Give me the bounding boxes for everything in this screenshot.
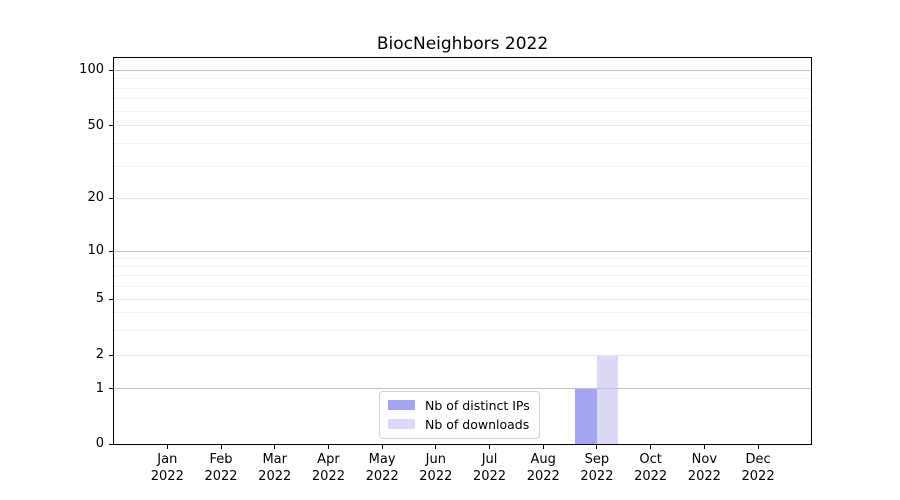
legend-item-downloads: Nb of downloads: [388, 416, 530, 432]
y-tick-label-10: 10: [87, 243, 104, 259]
bar-sep-2022-downloads: [596, 355, 619, 444]
y-tick-mark-50: [109, 125, 113, 127]
y-tick-mark-100: [109, 69, 113, 71]
x-tick-mark-11: [757, 445, 759, 449]
x-tick-label-line: Dec: [745, 452, 771, 467]
x-tick-label-line: Nov: [691, 452, 718, 467]
gridline-minor-y-8: [114, 266, 811, 268]
x-tick-mark-6: [489, 445, 491, 449]
grid-layer: [114, 58, 811, 444]
gridline-minor-y-40: [114, 142, 811, 144]
x-tick-mark-8: [596, 445, 598, 449]
plot-area: Nb of distinct IPs Nb of downloads: [113, 57, 812, 445]
x-tick-label-line: Jul: [481, 452, 498, 467]
gridline-y-2: [114, 354, 811, 356]
x-tick-label-4: May 2022: [350, 451, 414, 485]
x-tick-label-10: Nov 2022: [672, 451, 736, 485]
gridline-minor-y-70: [114, 98, 811, 100]
x-tick-mark-9: [650, 445, 652, 449]
x-tick-label-5: Jun 2022: [404, 451, 468, 485]
x-tick-label-line: May: [368, 452, 396, 467]
x-tick-label-line: Oct: [639, 452, 662, 467]
y-tick-mark-2: [109, 354, 113, 356]
x-tick-label-1: Feb 2022: [189, 451, 253, 485]
y-tick-mark-10: [109, 250, 113, 252]
x-tick-label-11: Dec 2022: [726, 451, 790, 485]
gridline-y-5: [114, 298, 811, 300]
x-tick-label-line: Aug: [530, 452, 556, 467]
x-tick-mark-5: [435, 445, 437, 449]
legend: Nb of distinct IPs Nb of downloads: [379, 391, 540, 439]
gridline-y-50: [114, 125, 811, 127]
x-tick-label-line: 2022: [419, 469, 453, 484]
y-tick-label-2: 2: [95, 347, 104, 363]
gridline-minor-y-30: [114, 165, 811, 167]
x-tick-label-line: Feb: [209, 452, 233, 467]
x-tick-label-line: 2022: [687, 469, 721, 484]
gridline-y-100: [114, 69, 811, 71]
x-tick-label-6: Jul 2022: [458, 451, 522, 485]
x-tick-label-7: Aug 2022: [511, 451, 575, 485]
gridline-y-1: [114, 388, 811, 390]
chart-title: BiocNeighbors 2022: [376, 34, 549, 54]
x-tick-label-line: 2022: [204, 469, 238, 484]
y-tick-label-100: 100: [79, 62, 104, 78]
x-tick-label-line: Apr: [317, 452, 340, 467]
legend-swatch-downloads-icon: [388, 419, 415, 429]
y-tick-label-5: 5: [95, 291, 104, 307]
x-tick-label-line: 2022: [741, 469, 775, 484]
x-tick-label-line: Jan: [157, 452, 178, 467]
gridline-minor-y-9: [114, 258, 811, 260]
bars-layer: [114, 58, 811, 444]
x-tick-label-line: 2022: [258, 469, 292, 484]
legend-label-downloads: Nb of downloads: [425, 416, 530, 432]
x-tick-label-line: Mar: [262, 452, 287, 467]
y-tick-label-50: 50: [87, 117, 104, 133]
gridline-minor-y-4: [114, 312, 811, 314]
gridline-y-10: [114, 250, 811, 252]
x-tick-label-8: Sep 2022: [565, 451, 629, 485]
y-tick-label-20: 20: [87, 190, 104, 205]
x-tick-label-2: Mar 2022: [243, 451, 307, 485]
x-tick-mark-7: [542, 445, 544, 449]
gridline-y-20: [114, 197, 811, 199]
y-tick-label-0: 0: [95, 436, 104, 451]
x-tick-label-line: 2022: [580, 469, 614, 484]
gridline-minor-y-7: [114, 275, 811, 277]
x-tick-label-line: 2022: [365, 469, 399, 484]
bar-sep-2022-distinct-ips: [575, 389, 597, 444]
x-tick-mark-0: [166, 445, 168, 449]
x-tick-label-9: Oct 2022: [619, 451, 683, 485]
legend-item-distinct-ips: Nb of distinct IPs: [388, 397, 530, 413]
x-tick-label-0: Jan 2022: [135, 451, 199, 485]
x-tick-label-line: 2022: [526, 469, 560, 484]
x-tick-label-line: 2022: [311, 469, 345, 484]
y-tick-mark-5: [109, 298, 113, 300]
gridline-minor-y-80: [114, 87, 811, 89]
x-tick-mark-4: [381, 445, 383, 449]
gridline-minor-y-3: [114, 329, 811, 331]
y-tick-label-1: 1: [95, 380, 104, 396]
legend-label-distinct-ips: Nb of distinct IPs: [425, 397, 530, 413]
x-tick-label-line: 2022: [634, 469, 668, 484]
y-tick-mark-0: [109, 443, 113, 445]
x-tick-label-line: 2022: [472, 469, 507, 484]
gridline-minor-y-90: [114, 78, 811, 80]
x-tick-mark-2: [274, 445, 276, 449]
gridline-minor-y-60: [114, 110, 811, 112]
x-tick-mark-3: [327, 445, 329, 449]
x-tick-mark-1: [220, 445, 222, 449]
x-tick-label-line: Sep: [584, 452, 610, 467]
x-tick-label-line: 2022: [150, 469, 184, 484]
y-tick-mark-1: [109, 388, 113, 390]
legend-swatch-distinct-ips-icon: [388, 400, 415, 410]
x-tick-label-line: Jun: [425, 452, 446, 467]
x-tick-label-3: Apr 2022: [296, 451, 360, 485]
y-tick-mark-20: [109, 197, 113, 199]
gridline-minor-y-6: [114, 285, 811, 287]
x-tick-mark-10: [703, 445, 705, 449]
